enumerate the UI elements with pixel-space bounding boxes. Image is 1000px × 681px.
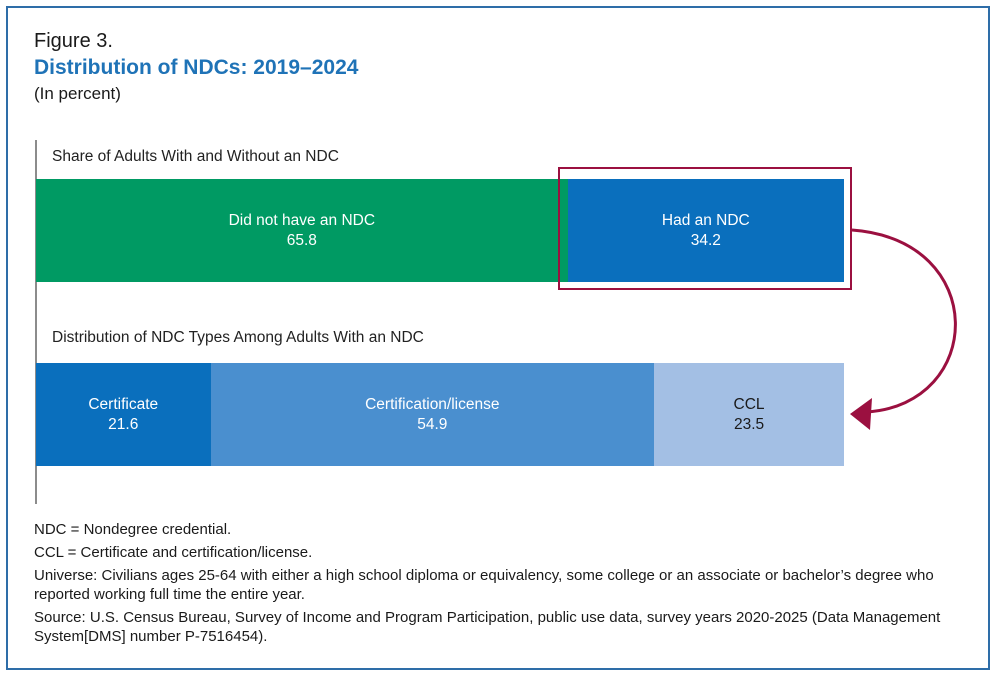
bar-segment-label: Had an NDC xyxy=(661,211,750,229)
note-universe: Universe: Civilians ages 25-64 with eith… xyxy=(34,567,934,603)
bar-segment-value: 21.6 xyxy=(108,415,139,433)
note-ccl-definition: CCL = Certificate and certification/lice… xyxy=(34,544,313,561)
bar-segment-label: Did not have an NDC xyxy=(228,211,376,229)
figure-label: Figure 3. xyxy=(34,30,113,52)
bar-segment-value: 34.2 xyxy=(690,231,721,249)
figure-title: Distribution of NDCs: 2019–2024 xyxy=(34,56,359,79)
bar-segment-had-an-ndc: Had an NDC 34.2 xyxy=(567,179,844,282)
bar-segment-label: Certification/license xyxy=(365,395,500,413)
chart-2-title: Distribution of NDC Types Among Adults W… xyxy=(52,329,424,346)
chart-1-title: Share of Adults With and Without an NDC xyxy=(52,148,339,165)
bar-segment-value: 54.9 xyxy=(417,415,448,433)
figure-notes: NDC = Nondegree credential. CCL = Certif… xyxy=(34,520,964,650)
bar-segment-label: Certificate xyxy=(88,395,159,413)
highlight-box-had-ndc xyxy=(558,167,852,290)
chart-baseline-axis xyxy=(35,140,37,504)
figure-frame xyxy=(6,6,990,670)
bar-segment-certificate: Certificate 21.6 xyxy=(36,363,211,466)
chart-2-stacked-bar: Certificate 21.6 Certification/license 54.9… xyxy=(36,363,844,466)
bar-segment-certification-license: Certification/license 54.9 xyxy=(210,363,655,466)
bar-segment-label: CCL xyxy=(733,395,765,413)
figure-subtitle: (In percent) xyxy=(34,84,121,103)
bar-segment-value: 65.8 xyxy=(286,231,317,249)
note-ndc-definition: NDC = Nondegree credential. xyxy=(34,521,232,538)
bar-segment-ccl: CCL 23.5 xyxy=(654,363,844,466)
bar-segment-did-not-have-an-ndc: Did not have an NDC 65.8 xyxy=(36,179,568,282)
note-source: Source: U.S. Census Bureau, Survey of In… xyxy=(34,609,941,645)
chart-1-stacked-bar: Did not have an NDC 65.8 Had an NDC 34.2 xyxy=(36,179,844,282)
bar-segment-value: 23.5 xyxy=(733,415,765,433)
